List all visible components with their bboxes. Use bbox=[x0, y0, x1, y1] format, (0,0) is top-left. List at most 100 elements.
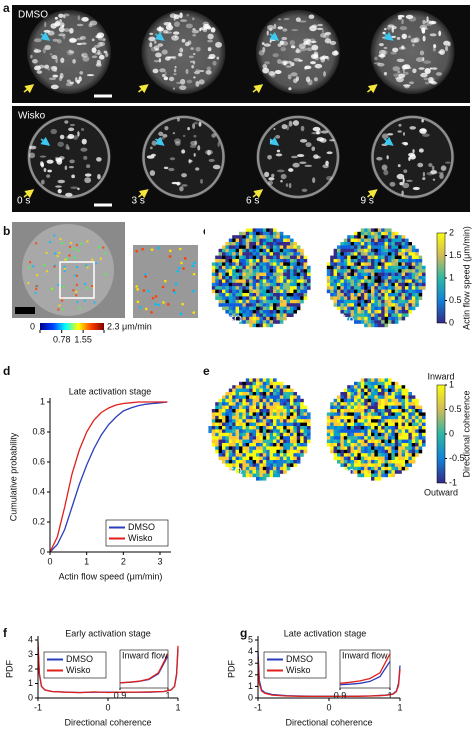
actin-spot bbox=[51, 65, 58, 72]
heatmap-pixel bbox=[374, 392, 378, 396]
heatmap-pixel bbox=[411, 439, 416, 444]
y-tick-label: 1 bbox=[248, 681, 253, 691]
heatmap-pixel bbox=[211, 289, 216, 294]
heatmap-pixel bbox=[215, 449, 219, 454]
heatmap-pixel bbox=[330, 436, 334, 440]
heatmap-pixel bbox=[367, 443, 372, 447]
heatmap-pixel bbox=[235, 289, 240, 294]
heatmap-pixel bbox=[283, 262, 287, 266]
heatmap-pixel bbox=[388, 415, 392, 420]
heatmap-pixel bbox=[388, 395, 392, 399]
heatmap-pixel bbox=[326, 419, 331, 423]
heatmap-pixel bbox=[273, 432, 277, 437]
actin-spot bbox=[408, 152, 416, 157]
heatmap-pixel bbox=[266, 449, 270, 454]
heatmap-pixel bbox=[283, 293, 287, 297]
y-tick-label: 4 bbox=[28, 634, 33, 644]
actin-spot bbox=[191, 65, 195, 69]
heatmap-pixel bbox=[222, 436, 226, 440]
heatmap-pixel bbox=[337, 286, 341, 290]
heatmap-pixel bbox=[340, 405, 344, 410]
heatmap-pixel bbox=[249, 460, 253, 464]
heatmap-pixel bbox=[418, 289, 423, 294]
heatmap-pixel bbox=[245, 429, 250, 433]
heatmap-pixel bbox=[381, 405, 385, 410]
heatmap-pixel bbox=[276, 299, 280, 304]
heatmap-pixel bbox=[371, 446, 375, 450]
heatmap-pixel bbox=[367, 436, 372, 440]
actin-spot bbox=[174, 21, 180, 27]
heatmap-pixel bbox=[290, 310, 294, 314]
actin-spot bbox=[182, 134, 186, 138]
actin-spot bbox=[290, 62, 295, 67]
actin-spot bbox=[444, 45, 449, 52]
heatmap-pixel bbox=[222, 460, 226, 464]
heatmap-pixel bbox=[411, 293, 416, 297]
heatmap-pixel bbox=[245, 310, 250, 314]
heatmap-pixel bbox=[391, 381, 395, 386]
heatmap-pixel bbox=[381, 460, 385, 464]
heatmap-pixel bbox=[242, 392, 246, 396]
heatmap-pixel bbox=[259, 262, 263, 266]
actin-spot bbox=[153, 59, 160, 63]
heatmap-pixel bbox=[276, 255, 280, 260]
heatmap-pixel bbox=[256, 388, 260, 393]
flow-dot bbox=[36, 273, 39, 277]
heatmap-pixel bbox=[330, 405, 334, 410]
heatmap-pixel bbox=[340, 303, 344, 307]
heatmap-pixel bbox=[215, 429, 219, 433]
heatmap-pixel bbox=[266, 453, 270, 457]
heatmap-pixel bbox=[343, 388, 348, 393]
inset-x-tick-label: 1 bbox=[165, 690, 170, 700]
heatmap-pixel bbox=[354, 422, 358, 427]
heatmap-pixel bbox=[388, 262, 392, 266]
actin-spot bbox=[301, 188, 308, 192]
heatmap-pixel bbox=[249, 429, 253, 433]
heatmap-pixel bbox=[384, 470, 389, 474]
heatmap-pixel bbox=[374, 419, 378, 423]
actin-spot bbox=[421, 119, 424, 123]
heatmap-pixel bbox=[232, 398, 236, 403]
heatmap-pixel bbox=[286, 426, 291, 430]
heatmap-pixel bbox=[357, 231, 361, 236]
heatmap-pixel bbox=[350, 432, 355, 437]
heatmap-pixel bbox=[225, 415, 229, 420]
heatmap-pixel bbox=[411, 276, 416, 280]
actin-spot bbox=[216, 56, 220, 60]
heatmap-pixel bbox=[343, 252, 348, 256]
actin-spot bbox=[217, 141, 220, 148]
legend-box bbox=[263, 651, 327, 679]
heatmap-pixel bbox=[357, 286, 361, 290]
actin-spot bbox=[394, 77, 402, 80]
heatmap-pixel bbox=[340, 242, 344, 246]
colorbar-label: 1.5 bbox=[449, 250, 462, 260]
heatmap-pixel bbox=[371, 432, 375, 437]
heatmap-pixel bbox=[391, 293, 395, 297]
heatmap-pixel bbox=[239, 265, 243, 270]
heatmap-pixel bbox=[367, 409, 372, 413]
heatmap-pixel bbox=[371, 395, 375, 399]
heatmap-pixel bbox=[266, 293, 270, 297]
heatmap-pixel bbox=[245, 460, 250, 464]
heatmap-pixel bbox=[384, 466, 389, 471]
y-axis-label: PDF bbox=[226, 659, 236, 678]
heatmap-pixel bbox=[350, 306, 355, 311]
actin-spot bbox=[423, 77, 429, 81]
actin-spot bbox=[391, 35, 396, 38]
heatmap-pixel bbox=[391, 255, 395, 260]
heatmap-pixel bbox=[347, 422, 351, 427]
heatmap-pixel bbox=[398, 388, 402, 393]
heatmap-pixel bbox=[211, 426, 216, 430]
heatmap-pixel bbox=[360, 456, 365, 461]
heatmap-pixel bbox=[273, 265, 277, 270]
heatmap-pixel bbox=[256, 282, 260, 287]
heatmap-pixel bbox=[408, 259, 412, 263]
heatmap-pixel bbox=[357, 429, 361, 433]
actin-spot bbox=[80, 42, 87, 45]
heatmap-pixel bbox=[239, 316, 243, 321]
heatmap-pixel bbox=[330, 276, 334, 280]
heatmap-pixel bbox=[377, 310, 382, 314]
heatmap-pixel bbox=[290, 460, 294, 464]
heatmap-pixel bbox=[235, 269, 240, 273]
heatmap-pixel bbox=[350, 453, 355, 457]
